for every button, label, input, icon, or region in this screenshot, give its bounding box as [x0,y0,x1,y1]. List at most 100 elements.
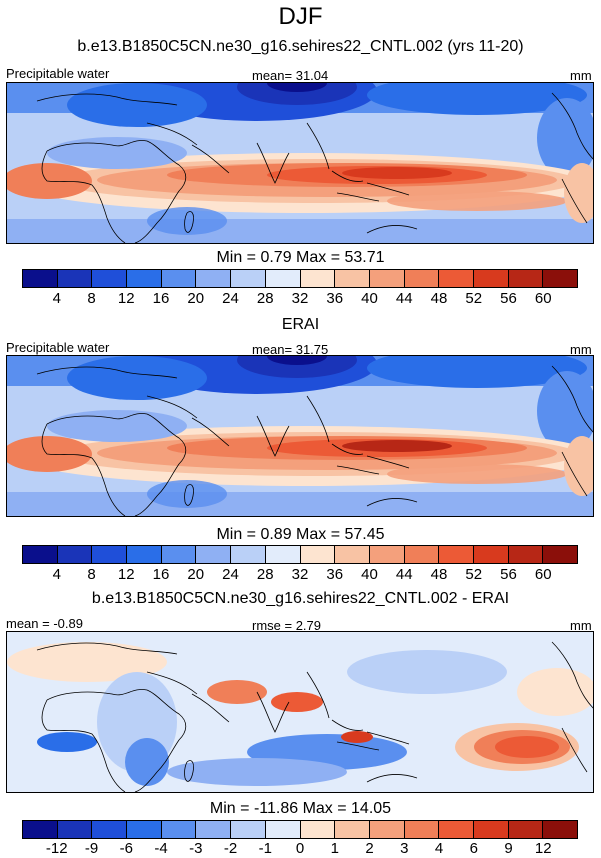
colorbar-tick-label: 52 [465,566,483,583]
colorbar-swatch [196,270,232,287]
colorbar-swatch [300,821,336,838]
colorbar-swatch [508,270,544,287]
colorbar-swatch [439,546,474,563]
panel1-map [6,82,594,244]
colorbar-swatch [231,821,266,838]
colorbar-swatch [473,546,509,563]
colorbar-swatch [300,546,336,563]
colorbar-swatch [508,821,544,838]
colorbar-tick-label: 4 [52,566,61,583]
colorbar-tick-label: -2 [223,840,238,857]
colorbar-tick-label: 0 [295,840,305,857]
colorbar-tick-label: 4 [434,840,444,857]
colorbar-swatch [23,270,58,287]
colorbar-tick-label: -9 [84,840,99,857]
panel2-subtitle: ERAI [281,316,320,333]
panel3-colorbar [22,820,578,839]
colorbar-swatch [265,821,301,838]
colorbar-tick-label: 16 [152,566,170,583]
colorbar-swatch [127,546,162,563]
colorbar-tick-label: -6 [119,840,133,857]
colorbar-tick-label: 56 [500,290,517,307]
colorbar-tick-label: 40 [361,290,378,307]
colorbar-tick-label: 52 [465,290,483,307]
colorbar-tick-label: 8 [87,290,96,307]
colorbar-tick-label: 2 [365,840,374,857]
panel3-mean-label: mean = -0.89 [6,616,83,631]
colorbar-tick-label: 32 [291,566,309,583]
colorbar-swatch [335,546,370,563]
colorbar-swatch [543,821,577,838]
colorbar-swatch [231,270,266,287]
colorbar-swatch [23,821,58,838]
colorbar-swatch [543,546,577,563]
colorbar-swatch [473,821,509,838]
colorbar-tick-label: -1 [258,840,272,857]
colorbar-tick-label: 44 [395,566,413,583]
panel1-stats: Min = 0.79 Max = 53.71 [216,249,385,266]
panel3-subtitle: b.e13.B1850C5CN.ne30_g16.sehires22_CNTL.… [91,590,510,607]
colorbar-tick-label: -3 [189,840,203,857]
colorbar-swatch [92,546,128,563]
colorbar-swatch [300,270,336,287]
colorbar-swatch [161,546,197,563]
colorbar-swatch [23,546,58,563]
colorbar-tick-label: 12 [117,566,135,583]
panel2-stats: Min = 0.89 Max = 57.45 [216,526,385,543]
colorbar-tick-label: -12 [45,840,68,857]
colorbar-swatch [404,270,440,287]
colorbar-tick-label: 32 [291,290,309,307]
colorbar-swatch [265,270,301,287]
colorbar-swatch [92,270,128,287]
colorbar-tick-label: 20 [187,566,205,583]
colorbar-tick-label: 4 [52,290,61,307]
panel3-map [6,631,594,793]
colorbar-tick-label: 44 [395,290,413,307]
colorbar-swatch [369,270,405,287]
colorbar-swatch [161,270,197,287]
colorbar-tick-label: 24 [222,566,239,583]
colorbar-swatch [196,821,232,838]
colorbar-tick-label: 48 [430,566,448,583]
panel1-left-label: Precipitable water [6,66,110,81]
colorbar-swatch [404,546,440,563]
colorbar-tick-label: 12 [534,840,552,857]
colorbar-tick-label: 48 [430,290,448,307]
colorbar-tick-label: 8 [87,566,96,583]
colorbar-tick-label: 24 [222,290,239,307]
colorbar-swatch [543,270,577,287]
colorbar-tick-label: 28 [256,290,274,307]
colorbar-tick-label: 60 [534,566,552,583]
colorbar-swatch [57,821,93,838]
colorbar-swatch [161,821,197,838]
figure-title: DJF [278,3,323,30]
colorbar-swatch [57,270,93,287]
colorbar-swatch [439,821,474,838]
colorbar-swatch [231,546,266,563]
colorbar-swatch [127,270,162,287]
colorbar-tick-label: 28 [256,566,274,583]
panel2-units-label: mm [570,342,592,357]
panel1-units-label: mm [570,68,592,83]
panel1-mean-label: mean= 31.04 [252,68,329,83]
panel2-left-label: Precipitable water [6,340,110,355]
panel2-colorbar [22,545,578,564]
colorbar-tick-label: 40 [361,566,378,583]
colorbar-tick-label: -4 [154,840,168,857]
colorbar-swatch [369,546,405,563]
colorbar-tick-label: 56 [500,566,517,583]
panel3-units-label: mm [570,618,592,633]
colorbar-tick-label: 16 [152,290,170,307]
colorbar-tick-label: 36 [326,290,344,307]
colorbar-swatch [508,546,544,563]
colorbar-swatch [196,546,232,563]
colorbar-tick-label: 1 [330,840,339,857]
colorbar-swatch [92,821,128,838]
colorbar-swatch [127,821,162,838]
panel3-rmse-label: rmse = 2.79 [252,618,322,633]
colorbar-swatch [265,546,301,563]
panel1-subtitle: b.e13.B1850C5CN.ne30_g16.sehires22_CNTL.… [77,38,524,55]
panel2-colorbar-ticks: 4 8 12 16 20 24 28 32 36 40 44 48 52 56 60 [22,566,578,584]
colorbar-tick-label: 36 [326,566,344,583]
colorbar-tick-label: 3 [400,840,409,857]
